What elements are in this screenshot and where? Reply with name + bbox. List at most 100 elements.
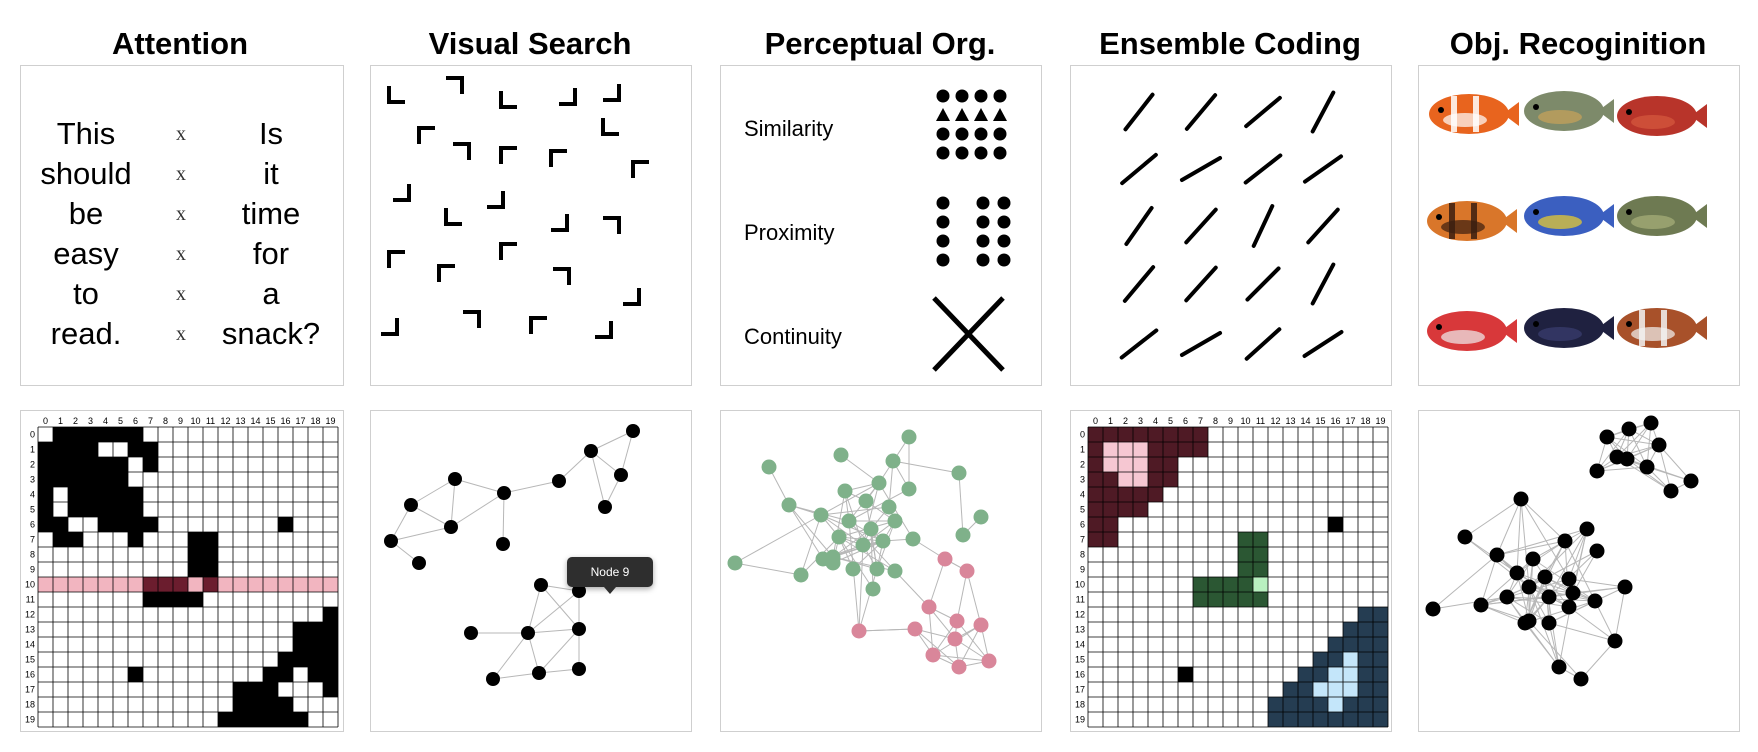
- graph-edge: [1480, 558, 1534, 606]
- matrix-cell: [323, 622, 338, 637]
- matrix-cell: [53, 472, 68, 487]
- matrix-cell: [248, 577, 263, 592]
- matrix-cell: [113, 427, 128, 442]
- matrix-cell: [1253, 562, 1268, 577]
- matrix-cell: [1313, 712, 1328, 727]
- matrix-cell: [173, 592, 188, 607]
- matrix-col-label: 0: [1093, 416, 1098, 426]
- l-shape-mark: [444, 208, 462, 226]
- matrix-cell: [1373, 697, 1388, 712]
- matrix-col-label: 8: [1213, 416, 1218, 426]
- graph-node: [905, 531, 921, 547]
- matrix-cell: [1148, 487, 1163, 502]
- graph-edge: [1572, 550, 1598, 594]
- matrix-cell: [98, 502, 113, 517]
- matrix-cell: [98, 457, 113, 472]
- triangle-mark: [993, 108, 1007, 121]
- matrix-cell: [98, 427, 113, 442]
- matrix-cell: [1103, 442, 1118, 457]
- fish-stripe: [1449, 203, 1455, 239]
- dot-mark: [936, 127, 950, 141]
- matrix-row-label: 6: [30, 520, 35, 530]
- matrix-row-label: 17: [1075, 685, 1085, 695]
- fish-tail: [1598, 99, 1614, 123]
- graph-node: [949, 613, 965, 629]
- graph-edge: [1606, 436, 1660, 446]
- matrix-cell: [143, 442, 158, 457]
- graph-node: [863, 521, 879, 537]
- matrix-cell: [323, 577, 338, 592]
- fish-tail: [1598, 316, 1614, 340]
- fixation-mark: x: [176, 123, 186, 145]
- matrix-row-label: 3: [1080, 475, 1085, 485]
- matrix-cell: [1373, 622, 1388, 637]
- matrix-cell: [1118, 427, 1133, 442]
- matrix-cell: [1358, 607, 1373, 622]
- matrix-cell: [248, 712, 263, 727]
- graph-edge: [832, 528, 872, 558]
- graph-edge: [1516, 572, 1530, 622]
- graph-node: [831, 529, 847, 545]
- matrix-cell: [1328, 667, 1343, 682]
- matrix-cell: [1163, 472, 1178, 487]
- matrix-cell: [143, 457, 158, 472]
- ensemble-matrix-panel: 0 0 1 1 2 2 3 3 4 4 5 5 6 6 7 7 8 8 9 9 10 10 11 11 12 12 13 13 14 14…: [1070, 410, 1392, 732]
- dot-mark: [974, 146, 988, 160]
- matrix-cell: [68, 502, 83, 517]
- graph-edge: [914, 628, 960, 668]
- two-component-graph: [1425, 415, 1699, 687]
- matrix-row-label: 17: [25, 685, 35, 695]
- matrix-cell: [1178, 442, 1193, 457]
- matrix-row-label: 5: [30, 505, 35, 515]
- graph-edge: [862, 482, 880, 546]
- matrix-cell: [1298, 682, 1313, 697]
- matrix-cell: [1088, 472, 1103, 487]
- graph-edge: [1572, 586, 1626, 594]
- matrix-cell: [308, 652, 323, 667]
- l-shape-mark: [601, 118, 619, 136]
- matrix-cell: [323, 667, 338, 682]
- matrix-cell: [53, 577, 68, 592]
- graph-edge: [1496, 528, 1588, 556]
- fish-eye: [1533, 321, 1539, 327]
- matrix-cell: [98, 517, 113, 532]
- graph-edge: [1658, 444, 1672, 492]
- graph-edge: [820, 506, 890, 516]
- matrix-col-label: 18: [310, 416, 320, 426]
- graph-node: [572, 584, 586, 598]
- matrix-cell: [1133, 472, 1148, 487]
- matrix-cell: [1238, 577, 1253, 592]
- fixation-mark: x: [176, 243, 186, 265]
- matrix-cell: [248, 682, 263, 697]
- title-visual-search: Visual Search: [428, 26, 632, 61]
- graph-node: [486, 672, 500, 686]
- graph-edge: [502, 492, 505, 545]
- dot-mark: [993, 146, 1007, 160]
- graph-node: [1589, 463, 1605, 479]
- matrix-cell: [1283, 712, 1298, 727]
- matrix-cell: [1253, 547, 1268, 562]
- fish-belly: [1631, 215, 1675, 229]
- graph-node: [497, 486, 511, 500]
- matrix-cell: [83, 457, 98, 472]
- matrix-cell: [1223, 592, 1238, 607]
- matrix-cell: [1343, 622, 1358, 637]
- node-tooltip: Node 9: [567, 557, 653, 587]
- graph-node: [869, 561, 885, 577]
- fixation-mark: x: [176, 323, 186, 345]
- graph-node: [1617, 579, 1633, 595]
- matrix-cell: [113, 487, 128, 502]
- fish-eye: [1438, 107, 1444, 113]
- graph-edge: [1568, 606, 1616, 642]
- dot-mark: [974, 127, 988, 141]
- matrix-cell: [263, 577, 278, 592]
- graph-node: [955, 527, 971, 543]
- matrix-col-label: 14: [1300, 416, 1310, 426]
- matrix-row-label: 0: [30, 430, 35, 440]
- matrix-col-label: 5: [118, 416, 123, 426]
- dot-mark: [993, 127, 1007, 141]
- graph-edge: [1646, 466, 1692, 482]
- graph-node: [584, 444, 598, 458]
- matrix-cell: [128, 667, 143, 682]
- matrix-row-label: 12: [1075, 610, 1085, 620]
